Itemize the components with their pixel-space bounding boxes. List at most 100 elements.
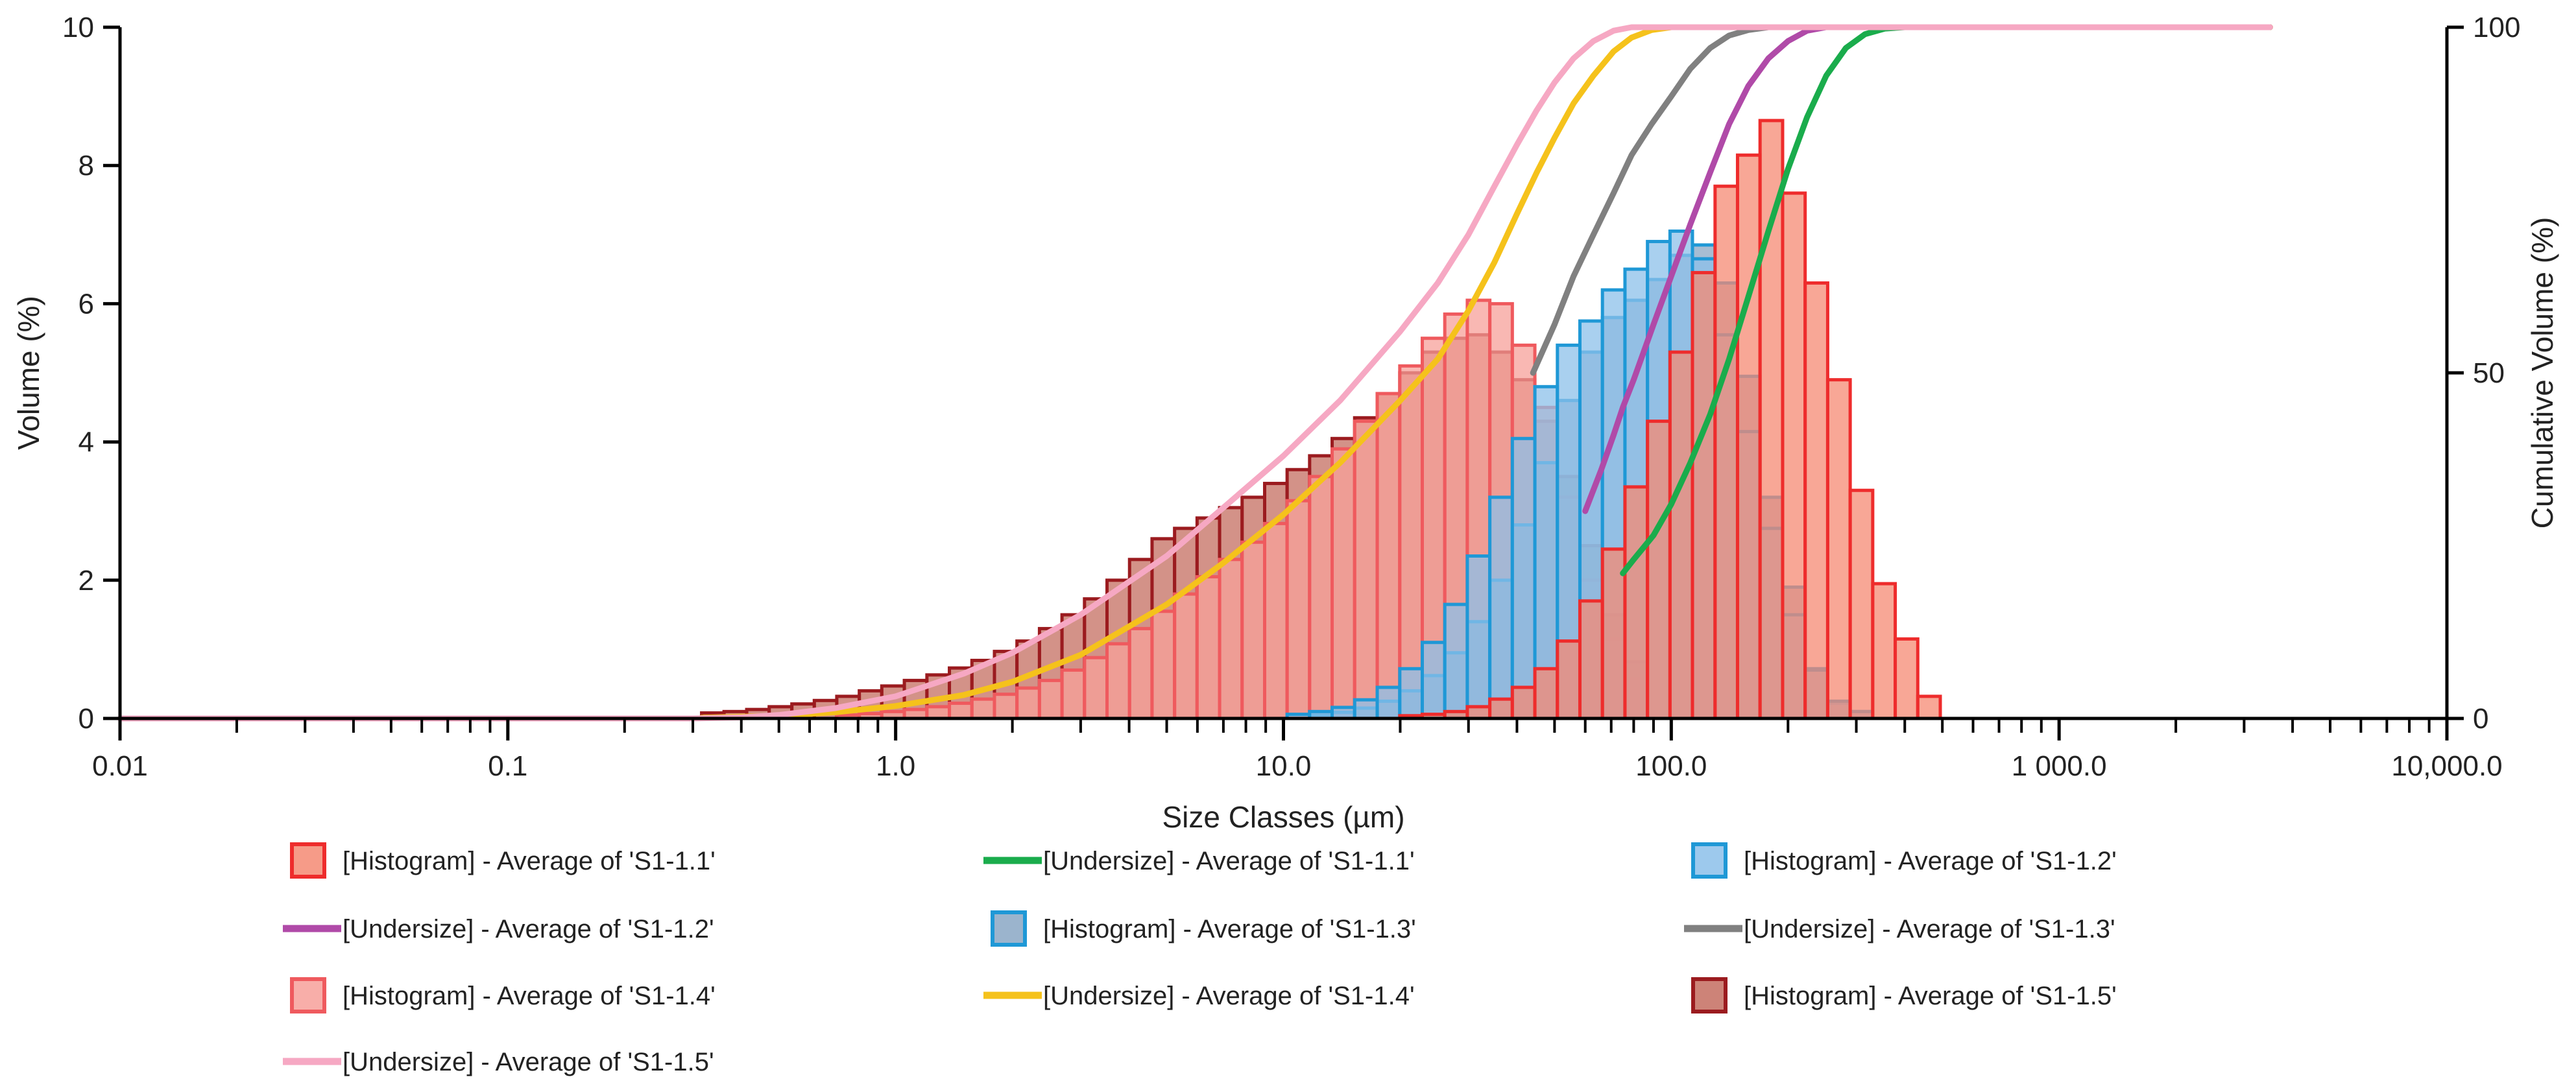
histogram-bar <box>1083 656 1109 720</box>
histogram-bar <box>1308 475 1334 720</box>
legend-item: [Undersize] - Average of 'S1-1.5' <box>283 1048 714 1076</box>
undersize-curve-u13 <box>1530 24 2273 376</box>
undersize-curve-u11 <box>1620 24 2273 576</box>
histogram-bar <box>1803 281 1829 720</box>
histogram-bar <box>1330 447 1356 720</box>
legend-label: [Undersize] - Average of 'S1-1.3' <box>1744 915 2115 943</box>
x-tick-label: 1.0 <box>876 750 915 782</box>
histogram-bar <box>1443 602 1469 720</box>
histogram-bar <box>1330 705 1356 720</box>
x-tick-label: 100.0 <box>1635 750 1707 782</box>
y-tick-label: 2 <box>78 565 94 597</box>
x-tick-label: 1 000.0 <box>2012 750 2107 782</box>
axes-layer: 0.01 0.1 1.0 10.0 100.0 1 000.0 10,000.0 0 2 4 6 8 1… <box>12 12 2559 834</box>
legend-swatch-histogram <box>1691 977 1727 1013</box>
histogram-bar <box>1668 350 1694 720</box>
undersize-curve-u12 <box>1582 24 2273 514</box>
histogram-bar <box>1758 119 1785 720</box>
histogram-bar <box>1488 495 1514 720</box>
legend-label: [Undersize] - Average of 'S1-1.2' <box>343 915 714 943</box>
y-tick-label: 0 <box>78 703 94 735</box>
histogram-bar <box>1916 694 1942 720</box>
legend-label: [Histogram] - Average of 'S1-1.4' <box>343 982 716 1010</box>
histogram-bar <box>1353 698 1379 720</box>
legend-item: [Histogram] - Average of 'S1-1.1' <box>290 842 716 879</box>
legend-label: [Undersize] - Average of 'S1-1.1' <box>1043 847 1415 875</box>
x-tick-label: 0.01 <box>92 750 148 782</box>
legend-swatch-histogram <box>290 842 326 879</box>
histogram-bar <box>1825 378 1852 720</box>
histogram-bar <box>1060 668 1087 720</box>
histogram-bar <box>1353 420 1379 720</box>
histogram-bar <box>1691 270 1717 720</box>
histogram-bar <box>1240 540 1267 720</box>
histogram-bar <box>1848 488 1875 720</box>
histogram-bar <box>1420 641 1447 720</box>
histogram-bar <box>1894 637 1920 720</box>
histogram-bar <box>1556 639 1582 720</box>
histogram-bar <box>1510 436 1537 720</box>
legend: [Histogram] - Average of 'S1-1.1' [Unders… <box>283 842 2117 1076</box>
histogram-bar <box>1150 610 1177 720</box>
histogram-bar <box>1398 364 1424 720</box>
histogram-bar <box>1263 521 1289 720</box>
y-tick-label: 10 <box>62 12 94 43</box>
legend-label: [Histogram] - Average of 'S1-1.5' <box>1744 982 2117 1010</box>
legend-item: [Undersize] - Average of 'S1-1.4' <box>983 982 1415 1010</box>
legend-item: [Histogram] - Average of 'S1-1.2' <box>1691 842 2117 879</box>
histogram-bar <box>1578 599 1604 720</box>
undersize-curve-u14 <box>699 24 2273 721</box>
x-axis-title: Size Classes (µm) <box>1162 800 1404 834</box>
histogram-bar <box>993 693 1019 720</box>
histogram-bar <box>1488 697 1514 720</box>
legend-item: [Histogram] - Average of 'S1-1.3' <box>991 910 1416 947</box>
histogram-bar <box>1533 385 1559 720</box>
histogram-bar <box>925 705 952 720</box>
histogram-bar <box>1218 558 1244 720</box>
legend-item: [Histogram] - Average of 'S1-1.4' <box>290 977 716 1013</box>
histogram-bar <box>1105 642 1131 720</box>
histogram-bar <box>1623 485 1650 720</box>
histogram-bar <box>1510 685 1537 720</box>
y2-tick-label: 0 <box>2473 703 2488 735</box>
histogram-bar <box>1465 554 1492 720</box>
legend-label: [Undersize] - Average of 'S1-1.5' <box>343 1048 714 1076</box>
histogram-bar <box>1015 686 1041 720</box>
histogram-bar <box>1375 685 1402 720</box>
histogram-bar <box>948 702 974 720</box>
histogram-series-h11 <box>1398 119 1942 720</box>
y-tick-label: 8 <box>78 150 94 182</box>
undersize-curve-u15 <box>117 24 2273 722</box>
legend-label: [Undersize] - Average of 'S1-1.4' <box>1043 982 1415 1010</box>
legend-label: [Histogram] - Average of 'S1-1.2' <box>1744 847 2117 875</box>
x-tick-label: 10,000.0 <box>2391 750 2502 782</box>
legend-label: [Histogram] - Average of 'S1-1.3' <box>1043 915 1416 943</box>
x-tick-label: 10.0 <box>1256 750 1312 782</box>
histogram-bar <box>1037 678 1064 720</box>
y2-tick-label: 50 <box>2473 357 2505 389</box>
histogram-bar <box>1735 153 1762 720</box>
histogram-bar <box>1713 184 1739 720</box>
histogram-bar <box>1375 392 1402 720</box>
legend-item: [Undersize] - Average of 'S1-1.2' <box>283 915 714 943</box>
histogram-bar <box>1195 575 1222 720</box>
y2-axis-title: Cumulative Volume (%) <box>2525 217 2559 529</box>
histogram-bar <box>1173 592 1199 720</box>
legend-item: [Histogram] - Average of 'S1-1.5' <box>1691 977 2117 1013</box>
legend-swatch-histogram <box>1691 842 1727 879</box>
y2-tick-label: 100 <box>2473 12 2520 43</box>
x-tick-label: 0.1 <box>488 750 527 782</box>
y-tick-label: 6 <box>78 288 94 320</box>
legend-label: [Histogram] - Average of 'S1-1.1' <box>343 847 716 875</box>
histogram-bar <box>1398 667 1424 720</box>
y-tick-label: 4 <box>78 427 94 458</box>
legend-item: [Undersize] - Average of 'S1-1.1' <box>983 847 1415 875</box>
histogram-bar <box>1533 667 1559 720</box>
histogram-bar <box>1781 191 1807 720</box>
undersize-curves-layer <box>117 24 2273 722</box>
histogram-bar <box>1871 582 1897 720</box>
legend-swatch-histogram <box>991 910 1027 947</box>
y-axis-title: Volume (%) <box>12 296 45 450</box>
histogram-bar <box>1127 626 1154 720</box>
